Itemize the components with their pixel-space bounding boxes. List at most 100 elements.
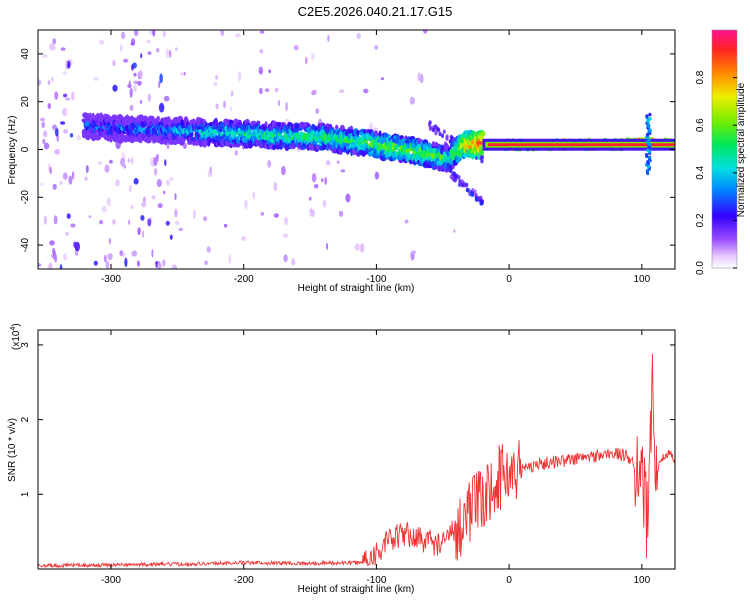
heatmap-cell bbox=[40, 117, 46, 122]
colorbar-tick-label: 0.8 bbox=[695, 70, 706, 84]
heatmap-cell bbox=[322, 143, 327, 151]
heatmap-cell bbox=[252, 191, 255, 199]
heatmap-cell bbox=[162, 30, 166, 38]
heatmap-cell bbox=[106, 197, 111, 207]
heatmap-cell bbox=[131, 250, 138, 257]
heatmap-cell bbox=[133, 80, 139, 85]
heatmap-cell bbox=[70, 223, 76, 228]
heatmap-cell bbox=[73, 241, 77, 248]
heatmap-cell bbox=[88, 215, 92, 219]
heatmap-cell bbox=[47, 103, 52, 109]
heatmap-cell bbox=[281, 166, 286, 176]
heatmap-cell bbox=[479, 149, 484, 156]
heatmap-cell bbox=[419, 73, 424, 84]
heatmap-cell bbox=[434, 131, 438, 136]
x-tick-label: 0 bbox=[506, 575, 512, 586]
heatmap-cell bbox=[84, 176, 88, 181]
heatmap-cell bbox=[313, 183, 319, 189]
heatmap-cell bbox=[477, 196, 481, 201]
heatmap-cell bbox=[354, 243, 361, 251]
heatmap-cell bbox=[411, 250, 417, 255]
heatmap-cell bbox=[124, 257, 128, 268]
heatmap-cell bbox=[465, 182, 469, 188]
heatmap-cell bbox=[159, 73, 163, 84]
heatmap-cell bbox=[43, 215, 47, 225]
heatmap-cell bbox=[169, 177, 174, 181]
heatmap-cell bbox=[112, 59, 116, 67]
heatmap-cell bbox=[309, 207, 313, 218]
heatmap-cell bbox=[130, 38, 136, 46]
heatmap-cell bbox=[163, 95, 170, 102]
heatmap-cell bbox=[429, 126, 433, 132]
spectrogram-y-axis: -40 -20 0 20 40 bbox=[20, 48, 675, 252]
heatmap-cell bbox=[237, 71, 242, 82]
heatmap-cell bbox=[284, 216, 288, 226]
heatmap-cell bbox=[451, 171, 456, 176]
heatmap-cell bbox=[264, 88, 270, 93]
heatmap-cell bbox=[68, 175, 73, 185]
spectrogram-x-axis: -300 -200 -100 0 100 bbox=[101, 30, 651, 285]
heatmap-cell bbox=[259, 30, 265, 34]
y-tick-label: -20 bbox=[20, 190, 31, 205]
heatmap-cell bbox=[648, 155, 652, 160]
heatmap-cell bbox=[209, 166, 212, 174]
heatmap-cell bbox=[247, 131, 254, 136]
colorbar: 0.0 0.2 0.4 0.6 0.8 Normalized spectral ampl… bbox=[695, 29, 747, 275]
heatmap-cell bbox=[165, 48, 170, 59]
heatmap-cell bbox=[62, 71, 68, 75]
heatmap-cell bbox=[147, 93, 152, 102]
heatmap-cell bbox=[156, 48, 160, 53]
heatmap-cell bbox=[71, 91, 75, 101]
heatmap-cell bbox=[311, 53, 315, 61]
heatmap-cell bbox=[107, 253, 113, 261]
heatmap-cell bbox=[336, 160, 340, 164]
heatmap-cell bbox=[458, 181, 462, 186]
heatmap-cell bbox=[315, 108, 320, 114]
heatmap-cell bbox=[48, 262, 53, 269]
heatmap-cell bbox=[128, 80, 131, 88]
y-tick-label: 20 bbox=[20, 96, 31, 108]
heatmap-cell bbox=[93, 260, 98, 266]
heatmap-cell bbox=[130, 204, 134, 209]
heatmap-cell bbox=[193, 209, 196, 219]
heatmap-cell bbox=[67, 60, 71, 69]
heatmap-cell bbox=[137, 227, 141, 236]
heatmap-cell bbox=[119, 250, 124, 256]
heatmap-cell bbox=[469, 190, 473, 195]
heatmap-cell bbox=[230, 90, 234, 97]
heatmap-cell bbox=[98, 39, 105, 45]
heatmap-cell bbox=[259, 87, 263, 95]
heatmap-cell bbox=[223, 223, 228, 228]
heatmap-cell bbox=[477, 152, 481, 160]
heatmap-cell bbox=[63, 93, 68, 98]
heatmap-cell bbox=[105, 260, 110, 269]
heatmap-cell bbox=[234, 150, 239, 156]
heatmap-cell bbox=[129, 104, 134, 111]
heatmap-cell bbox=[299, 131, 304, 136]
heatmap-cell bbox=[169, 234, 173, 240]
heatmap-cell bbox=[285, 101, 288, 112]
heatmap-cell bbox=[257, 121, 261, 125]
heatmap-cell bbox=[277, 99, 281, 107]
heatmap-cell bbox=[141, 201, 147, 208]
heatmap-cell bbox=[268, 69, 272, 74]
snr-y-label: SNR (10 * v/v) bbox=[7, 418, 18, 482]
heatmap-cell bbox=[49, 166, 52, 175]
heatmap-cell bbox=[149, 30, 154, 35]
heatmap-cell bbox=[41, 121, 45, 128]
heatmap-cell bbox=[42, 138, 46, 144]
heatmap-cell bbox=[283, 254, 288, 263]
heatmap-cell bbox=[338, 89, 345, 93]
heatmap-cell bbox=[273, 181, 278, 192]
heatmap-cell bbox=[360, 243, 365, 253]
x-tick-label: -200 bbox=[234, 575, 254, 586]
heatmap-cell bbox=[47, 80, 51, 86]
heatmap-cell bbox=[49, 240, 55, 246]
y-tick-label: 3 bbox=[20, 342, 31, 348]
heatmap-cell bbox=[175, 47, 178, 51]
heatmap-cell bbox=[473, 189, 477, 194]
heatmap-cell bbox=[130, 156, 134, 165]
heatmap-cell bbox=[404, 219, 409, 224]
heatmap-cell bbox=[326, 160, 331, 166]
heatmap-cell bbox=[71, 171, 75, 180]
